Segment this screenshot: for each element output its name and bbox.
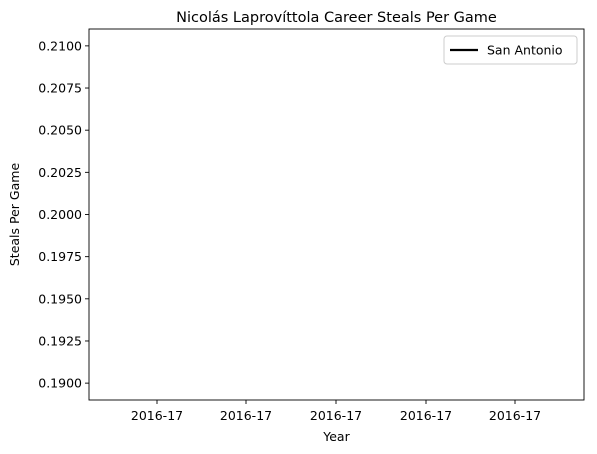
x-tick-label: 2016-17 bbox=[310, 408, 362, 423]
y-tick-label: 0.2050 bbox=[38, 123, 82, 138]
y-axis-ticks: 0.1900 0.1925 0.1950 0.1975 0.2000 0.2025 0.20… bbox=[38, 38, 89, 391]
plot-area bbox=[89, 29, 584, 400]
x-axis-ticks: 2016-17 2016-17 2016-17 2016-17 2016-17 bbox=[131, 400, 541, 423]
y-tick-label: 0.1925 bbox=[38, 333, 82, 348]
y-axis-label: Steals Per Game bbox=[7, 163, 22, 267]
y-tick-label: 0.1950 bbox=[38, 291, 82, 306]
x-tick-label: 2016-17 bbox=[489, 408, 541, 423]
x-tick-label: 2016-17 bbox=[131, 408, 183, 423]
legend: San Antonio bbox=[443, 35, 578, 65]
y-tick-label: 0.2075 bbox=[38, 81, 82, 96]
legend-box bbox=[443, 35, 578, 65]
y-tick-label: 0.2100 bbox=[38, 38, 82, 53]
y-tick-label: 0.1975 bbox=[38, 249, 82, 264]
legend-label-san-antonio: San Antonio bbox=[487, 43, 563, 58]
x-tick-label: 2016-17 bbox=[400, 408, 452, 423]
y-tick-label: 0.2025 bbox=[38, 165, 82, 180]
x-axis-label: Year bbox=[322, 429, 350, 444]
plot-frame bbox=[88, 28, 585, 401]
chart-title: Nicolás Laprovíttola Career Steals Per G… bbox=[176, 10, 497, 26]
y-tick-label: 0.1900 bbox=[38, 376, 82, 391]
y-tick-label: 0.2000 bbox=[38, 207, 82, 222]
x-tick-label: 2016-17 bbox=[220, 408, 272, 423]
